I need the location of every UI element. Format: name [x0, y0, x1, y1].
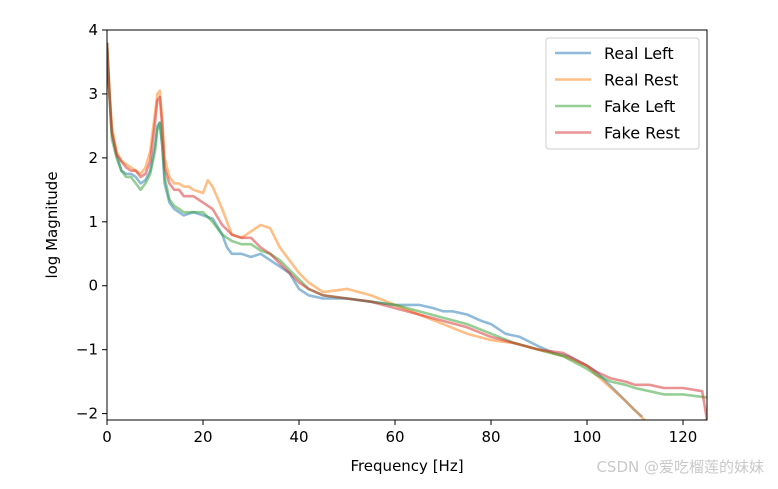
y-tick-label: 1	[88, 213, 98, 231]
y-tick-label: 0	[88, 277, 98, 295]
x-tick-label: 60	[385, 428, 404, 446]
y-tick-label: 3	[88, 85, 98, 103]
legend-label: Real Left	[604, 44, 674, 63]
legend-box	[545, 37, 700, 150]
y-axis-ticks: −2 −1 0 1 2 3 4	[76, 21, 107, 423]
plot-frame	[106, 29, 708, 421]
x-axis-ticks: 0 20 40 60 80 100 120	[102, 420, 697, 446]
series-line-real-left	[107, 42, 644, 418]
x-tick-label: 100	[573, 428, 602, 446]
x-tick-label: 0	[102, 428, 112, 446]
y-tick-label: 4	[88, 21, 98, 39]
y-tick-label: 2	[88, 149, 98, 167]
x-tick-label: 40	[289, 428, 308, 446]
x-axis-label: Frequency [Hz]	[350, 457, 463, 475]
legend-label: Real Rest	[604, 71, 678, 90]
series-line-real-rest	[107, 42, 646, 420]
legend-label: Fake Rest	[604, 124, 680, 143]
y-axis-label: log Magnitude	[43, 171, 61, 278]
x-tick-label: 20	[193, 428, 212, 446]
series-line-fake-rest	[107, 42, 707, 420]
legend: Real Left Real Rest Fake Left Fake Rest	[545, 37, 700, 150]
series-layer	[107, 42, 707, 420]
watermark: CSDN @爱吃榴莲的妹妹	[596, 458, 764, 476]
x-tick-label: 80	[481, 428, 500, 446]
y-tick-label: −1	[76, 341, 98, 359]
legend-label: Fake Left	[604, 97, 675, 116]
series-line-fake-left	[107, 42, 707, 399]
x-tick-label: 120	[669, 428, 698, 446]
y-tick-label: −2	[76, 405, 98, 423]
